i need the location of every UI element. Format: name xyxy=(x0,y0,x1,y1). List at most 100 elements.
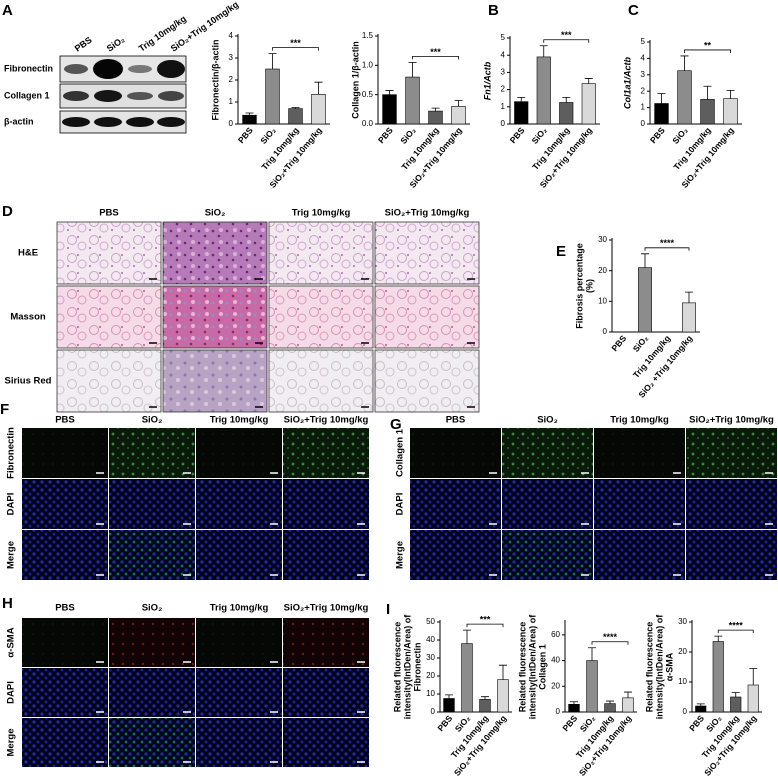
micrograph xyxy=(109,718,195,767)
bar xyxy=(638,267,652,333)
y-tick-label: 40 xyxy=(551,656,560,665)
column-header: Trig 10mg/kg xyxy=(292,208,351,219)
y-tick-label: 0 xyxy=(229,119,234,128)
y-axis-label: intensity(IntDen/Area) of xyxy=(654,614,664,720)
significance-label: *** xyxy=(430,47,441,57)
error-bar xyxy=(408,62,417,78)
significance-bracket xyxy=(466,623,504,628)
y-tick-label: 10 xyxy=(598,296,607,305)
bar xyxy=(479,699,491,713)
micrograph xyxy=(594,530,685,580)
row-label: Merge xyxy=(395,541,406,569)
x-tick-label: SiO₂ xyxy=(631,333,651,354)
x-tick-label: PBS xyxy=(609,333,628,353)
micrograph xyxy=(268,285,374,349)
panel-label: A xyxy=(2,2,13,19)
y-tick-label: 60 xyxy=(551,630,560,639)
error-bar xyxy=(454,100,463,107)
x-tick-label: PBS xyxy=(560,713,579,733)
micrograph xyxy=(162,285,268,349)
bar xyxy=(723,98,738,125)
y-axis-label: Related fluorescence xyxy=(644,622,654,713)
y-tick-label: 10 xyxy=(426,689,435,698)
y-axis-label: Fibrosis percentage xyxy=(574,243,584,329)
y-axis-label: Collagen 1 xyxy=(537,644,547,690)
y-axis-label: α-SMA xyxy=(664,652,674,681)
error-bar xyxy=(696,703,705,706)
x-tick-label: SiO₂ xyxy=(258,125,278,146)
significance-label: *** xyxy=(561,30,572,40)
y-axis-label: (%) xyxy=(584,279,594,293)
significance-label: *** xyxy=(290,38,301,48)
x-tick-label: PBS xyxy=(648,125,667,145)
column-header: SiO₂ xyxy=(537,415,558,426)
micrograph xyxy=(22,428,108,478)
row-label: DAPI xyxy=(6,493,17,516)
y-tick-label: 1.5 xyxy=(362,31,374,40)
micrograph xyxy=(109,618,195,667)
error-bar xyxy=(584,78,593,84)
micrograph xyxy=(162,349,268,413)
row-label: Merge xyxy=(6,729,17,757)
micrograph xyxy=(594,428,685,478)
bar xyxy=(695,705,707,713)
y-tick-label: 30 xyxy=(426,653,435,662)
micrograph xyxy=(594,479,685,529)
panel-label: F xyxy=(0,401,9,418)
bar xyxy=(288,108,303,125)
bar xyxy=(265,68,280,125)
y-tick-label: 20 xyxy=(426,671,435,680)
y-axis-label: intensity(IntDen/Area) of xyxy=(527,614,537,720)
y-tick-label: 30 xyxy=(598,235,607,244)
significance-bracket xyxy=(272,47,319,51)
x-tick-label: PBS xyxy=(236,125,255,145)
micrograph xyxy=(196,668,282,717)
significance-bracket xyxy=(543,39,590,43)
micrograph xyxy=(283,428,369,478)
y-tick-label: 2 xyxy=(641,86,646,95)
y-tick-label: 0 xyxy=(603,327,608,336)
column-header: Trig 10mg/kg xyxy=(210,415,269,426)
y-tick-label: 3 xyxy=(501,68,506,77)
significance-label: *** xyxy=(480,614,491,624)
error-bar xyxy=(481,696,489,700)
column-header: SiO₂ xyxy=(142,415,163,426)
column-header: SiO₂+Trig 10mg/kg xyxy=(385,208,470,219)
x-tick-label: SiO₂ xyxy=(670,125,690,146)
error-bar xyxy=(385,90,394,95)
error-bar xyxy=(445,694,453,699)
error-bar xyxy=(463,629,471,644)
column-header: SiO₂ xyxy=(205,208,226,219)
micrograph xyxy=(22,668,108,717)
micrograph xyxy=(109,530,195,580)
y-tick-label: 4 xyxy=(229,31,234,40)
error-bar xyxy=(314,81,323,95)
bar xyxy=(311,94,326,125)
error-bar xyxy=(517,96,526,102)
column-header: SiO₂+Trig 10mg/kg xyxy=(284,415,369,426)
row-label: Collagen 1 xyxy=(395,428,406,477)
micrograph xyxy=(283,479,369,529)
x-tick-label: PBS xyxy=(435,713,454,733)
column-header: PBS xyxy=(55,415,75,426)
row-label: α-SMA xyxy=(6,627,17,657)
x-tick-label: SiO₂ xyxy=(398,125,418,146)
y-tick-label: 0 xyxy=(501,119,506,128)
micrograph xyxy=(283,530,369,580)
bar xyxy=(428,110,443,125)
error-bar xyxy=(731,692,740,697)
error-bar xyxy=(268,53,277,69)
row-label: Sirius Red xyxy=(5,376,52,387)
error-bar xyxy=(641,253,649,268)
micrograph xyxy=(196,530,282,580)
western-blot xyxy=(59,55,187,134)
error-bar xyxy=(588,647,596,661)
bar xyxy=(581,83,596,125)
y-tick-label: 5 xyxy=(641,37,646,46)
y-tick-label: 3 xyxy=(641,70,646,79)
x-tick-label: PBS xyxy=(376,125,395,145)
y-tick-label: 3 xyxy=(229,53,234,62)
bar xyxy=(730,696,742,713)
x-tick-label: PBS xyxy=(687,713,706,733)
